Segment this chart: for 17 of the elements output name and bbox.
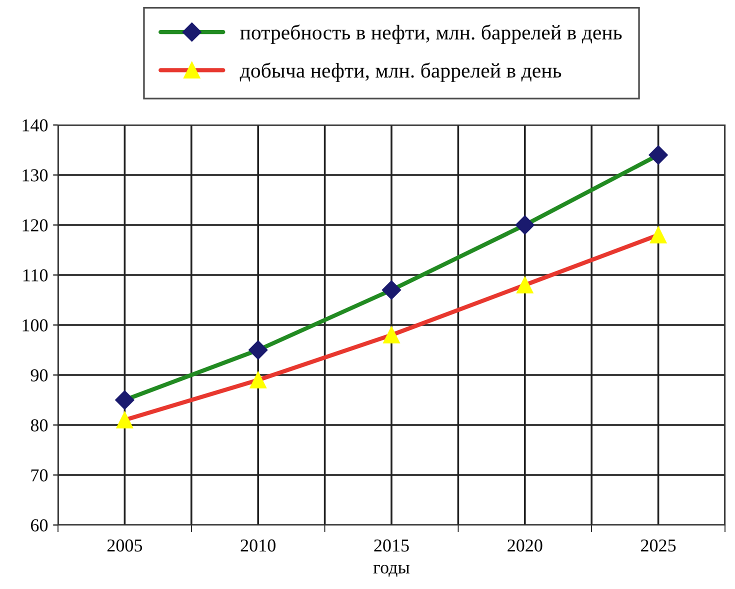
- x-tick-label: 2010: [240, 539, 276, 552]
- y-tick-label: 130: [22, 169, 48, 182]
- y-tick-label: 90: [30, 369, 48, 382]
- x-tick-label: 2015: [374, 539, 409, 552]
- y-tick-label: 60: [31, 519, 48, 532]
- x-tick-label: 2005: [107, 539, 142, 552]
- legend-label: потребность в нефти, млн. баррелей в день: [240, 24, 622, 44]
- y-tick-label: 110: [23, 269, 48, 282]
- x-tick-label: 2020: [508, 539, 542, 552]
- x-axis-title: годы: [373, 564, 410, 577]
- y-tick-label: 140: [22, 119, 48, 132]
- legend-label: добыча нефти, млн. баррелей в день: [240, 62, 562, 82]
- y-tick-label: 100: [22, 319, 48, 332]
- x-tick-label: 2025: [641, 539, 676, 552]
- y-tick-label: 80: [30, 419, 48, 432]
- y-tick-label: 70: [31, 469, 48, 482]
- y-tick-label: 120: [22, 219, 48, 232]
